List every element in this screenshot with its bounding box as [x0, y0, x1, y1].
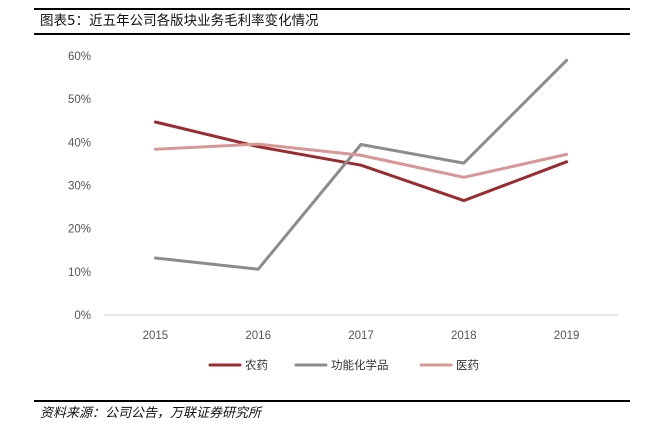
y-tick-label: 50% [68, 94, 91, 106]
legend: 农药 功能化学品 医药 [208, 358, 479, 372]
y-tick-label: 10% [68, 267, 91, 279]
y-tick-label: 30% [68, 181, 91, 193]
top-rule [34, 8, 630, 10]
x-axis-ticks: 2015 2016 2017 2018 2019 [143, 330, 580, 342]
series-line [153, 120, 569, 203]
x-tick-label: 2016 [245, 330, 271, 342]
legend-label: 功能化学品 [331, 358, 389, 372]
x-tick-label: 2018 [451, 330, 477, 342]
x-tick-label: 2017 [348, 330, 374, 342]
source-note: 资料来源：公司公告，万联证券研究所 [40, 406, 262, 421]
legend-label: 农药 [245, 358, 268, 372]
x-tick-label: 2019 [554, 330, 580, 342]
series-lines [153, 58, 569, 271]
title-rule [34, 33, 630, 35]
y-tick-label: 40% [68, 137, 91, 149]
series-line [153, 58, 569, 271]
series-line [153, 142, 569, 179]
y-tick-label: 20% [68, 224, 91, 236]
y-tick-label: 0% [74, 310, 91, 322]
y-axis-ticks: 0% 10% 20% 30% 40% 50% 60% [68, 51, 91, 322]
bottom-rule [34, 400, 630, 402]
figure-title: 图表5：近五年公司各版块业务毛利率变化情况 [40, 13, 319, 29]
line-chart: 0%10%20%30%40%50%60% 2015 2016 2017 2018 201… [68, 51, 618, 372]
legend-label: 医药 [456, 358, 479, 372]
x-tick-label: 2015 [143, 330, 169, 342]
y-tick-label: 60% [68, 51, 91, 63]
